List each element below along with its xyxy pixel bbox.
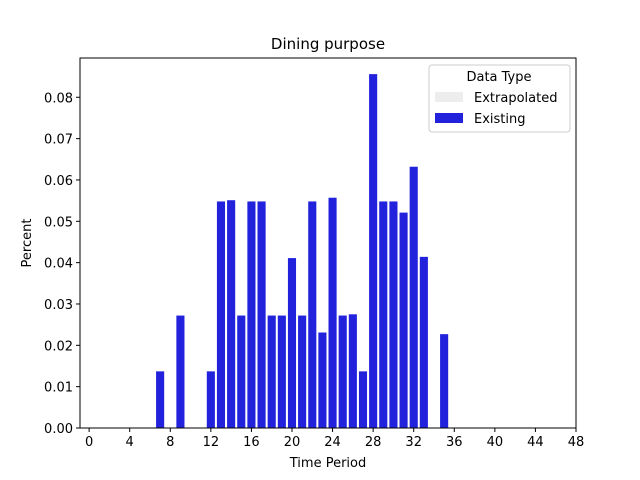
- x-tick-label: 16: [243, 435, 260, 450]
- y-tick-label: 0.08: [44, 91, 73, 106]
- bar: [409, 166, 418, 429]
- bars-group: [156, 74, 449, 429]
- legend-label-existing: Existing: [474, 112, 526, 127]
- y-axis-label: Percent: [20, 219, 35, 268]
- bar: [176, 315, 185, 428]
- bar: [328, 197, 337, 428]
- legend-frame: [428, 64, 571, 133]
- bar: [348, 314, 357, 428]
- bar: [247, 201, 256, 428]
- x-tick-label: 28: [365, 435, 382, 450]
- bar: [277, 315, 286, 428]
- legend-swatch-extrapolated: [435, 92, 463, 102]
- bar: [399, 212, 408, 428]
- x-axis-label: Time Period: [289, 456, 366, 471]
- bar: [237, 315, 246, 428]
- legend-label-extrapolated: Extrapolated: [474, 91, 557, 106]
- x-tick-label: 24: [324, 435, 341, 450]
- x-tick-label: 48: [568, 435, 585, 450]
- bar: [358, 371, 368, 428]
- x-tick-label: 36: [446, 435, 463, 450]
- x-tick-label: 4: [126, 435, 134, 450]
- x-tick-label: 32: [405, 435, 422, 450]
- bar: [379, 201, 388, 428]
- x-tick-label: 44: [527, 435, 544, 450]
- y-tick-label: 0.07: [44, 133, 73, 148]
- x-tick-label: 0: [85, 435, 93, 450]
- x-tick-label: 20: [284, 435, 301, 450]
- y-tick-label: 0.06: [44, 174, 73, 189]
- chart-title: Dining purpose: [271, 35, 385, 53]
- bar: [298, 315, 307, 428]
- bar: [206, 371, 215, 428]
- x-tick-label: 12: [203, 435, 220, 450]
- bar: [419, 256, 428, 428]
- bar: [440, 334, 449, 428]
- bar: [369, 74, 378, 429]
- y-tick-label: 0.05: [44, 215, 73, 230]
- bar: [338, 315, 347, 428]
- x-tick-label: 40: [487, 435, 504, 450]
- legend: Data Type Extrapolated Existing: [428, 64, 571, 133]
- x-axis: 0 4 8 12 16 20 24 28 32 36 40 44 48: [85, 428, 584, 450]
- y-tick-label: 0.03: [44, 298, 73, 313]
- bar: [257, 201, 266, 428]
- bar: [227, 200, 236, 428]
- bar: [389, 201, 398, 428]
- y-axis: 0.00 0.01 0.02 0.03 0.04 0.05 0.06 0.07 0.08: [44, 91, 80, 437]
- y-tick-label: 0.00: [44, 422, 73, 437]
- bar: [287, 258, 297, 428]
- legend-title: Data Type: [466, 70, 531, 85]
- bar: [267, 315, 276, 428]
- y-tick-label: 0.02: [44, 339, 73, 354]
- y-tick-label: 0.04: [44, 257, 73, 272]
- bar: [156, 371, 165, 428]
- bar: [216, 201, 226, 428]
- x-tick-label: 8: [166, 435, 174, 450]
- plot-frame: [79, 57, 577, 429]
- bar: [308, 201, 317, 428]
- y-tick-label: 0.01: [44, 381, 73, 396]
- bar: [318, 332, 327, 428]
- legend-swatch-existing: [435, 113, 463, 123]
